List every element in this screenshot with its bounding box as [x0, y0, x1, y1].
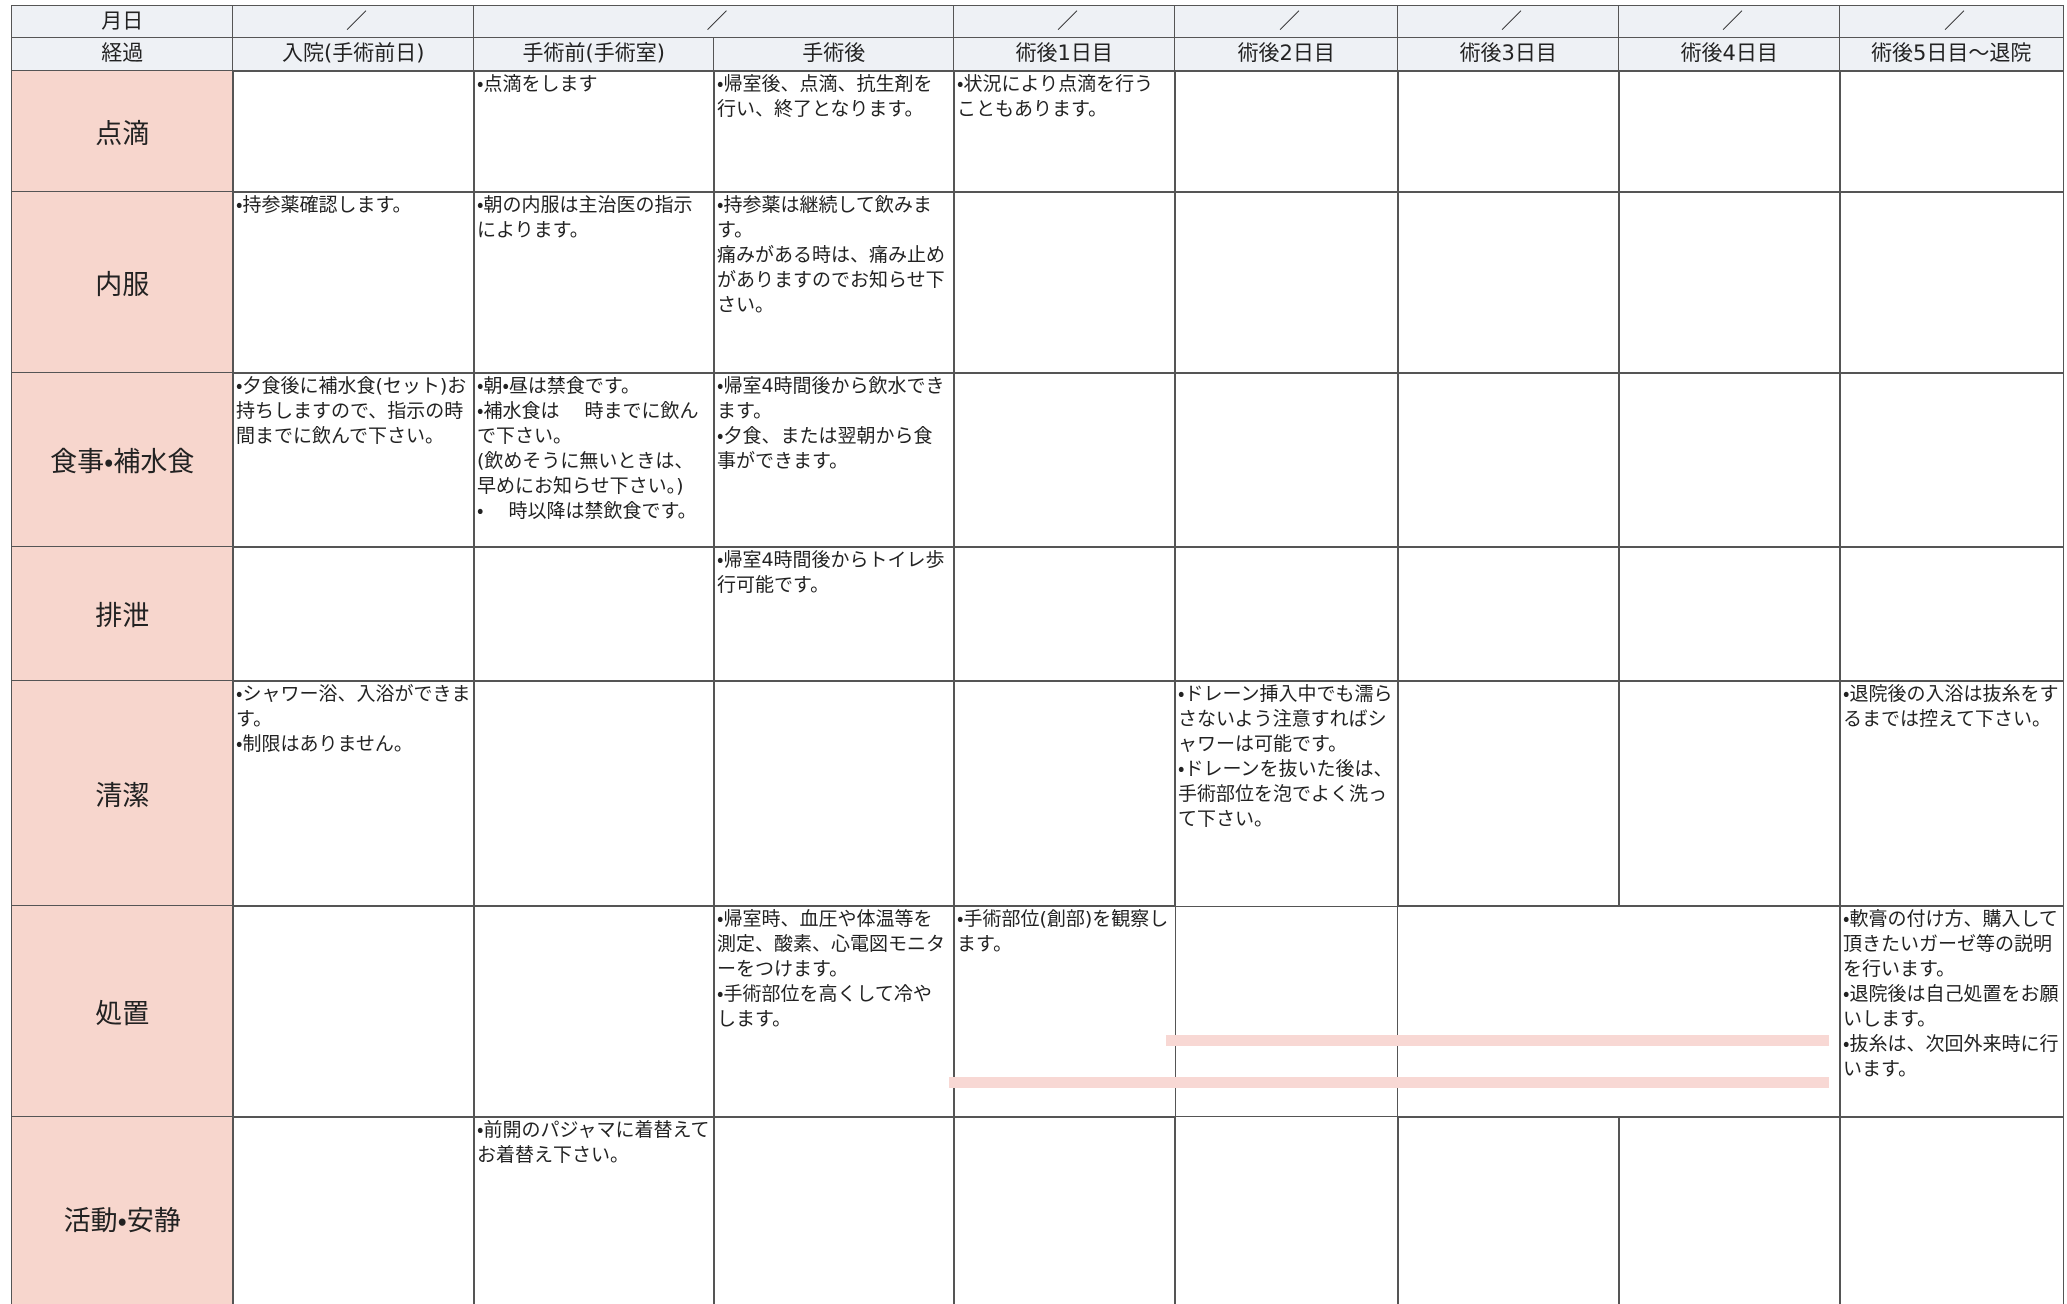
- date-cell: ／: [1618, 5, 1841, 39]
- column-header: 術後5日目～退院: [1839, 37, 2064, 72]
- cell: ・帰室時、血圧や体温等を測定、酸素、心電図モニターをつけます。 ・手術部位を高く…: [713, 905, 955, 1118]
- cell: [1397, 191, 1620, 374]
- cell: [473, 546, 715, 682]
- cell: [1397, 546, 1620, 682]
- cell: [232, 546, 475, 682]
- date-cell: ／: [473, 5, 955, 39]
- cell: [1618, 680, 1841, 907]
- cell: [713, 680, 955, 907]
- period-arrow: [1166, 1035, 1829, 1046]
- cell: ・朝の内服は主治医の指示によります。: [473, 191, 715, 374]
- column-header: 術後2日目: [1174, 37, 1399, 72]
- row-label: 活動・安静: [11, 1116, 234, 1304]
- column-header: 手術前(手術室): [473, 37, 715, 72]
- cell: [1397, 680, 1620, 907]
- cell: [713, 1116, 955, 1304]
- cell: ・軟膏の付け方、購入して頂きたいガーゼ等の説明を行います。 ・退院後は自己処置を…: [1839, 905, 2064, 1118]
- cell: [953, 680, 1176, 907]
- cell: [953, 372, 1176, 548]
- cell: [1618, 546, 1841, 682]
- cell: [1839, 191, 2064, 374]
- cell: [953, 191, 1176, 374]
- column-header: 入院(手術前日): [232, 37, 475, 72]
- cell: ・朝・昼は禁食です。 ・補水食は 時までに飲んで下さい。 (飲めそうに無いときは…: [473, 372, 715, 548]
- cell: [1618, 1116, 1841, 1304]
- cell: [1839, 1116, 2064, 1304]
- cell: ・点滴をします: [473, 70, 715, 193]
- cell: ・夕食後に補水食(セット)お持ちしますので、指示の時間までに飲んで下さい。: [232, 372, 475, 548]
- cell: [473, 680, 715, 907]
- cell: [1174, 546, 1399, 682]
- cell: [1397, 372, 1620, 548]
- cell: ・ドレーン挿入中でも濡らさないよう注意すればシャワーは可能です。 ・ドレーンを抜…: [1174, 680, 1399, 907]
- column-header: 術後3日目: [1397, 37, 1620, 72]
- cell: [1174, 70, 1399, 193]
- cell: [1397, 70, 1620, 193]
- row-label: 食事・補水食: [11, 372, 234, 548]
- cell: [1839, 546, 2064, 682]
- row-label: 処置: [11, 905, 234, 1118]
- cell: [1397, 1116, 1620, 1304]
- cell: ・状況により点滴を行うこともあります。: [953, 70, 1176, 193]
- cell: [232, 1116, 475, 1304]
- date-cell: ／: [232, 5, 475, 39]
- cell: [232, 70, 475, 193]
- cell: ・持参薬は継続して飲みます。 痛みがある時は、痛み止めがありますのでお知らせ下さ…: [713, 191, 955, 374]
- date-cell: ／: [1174, 5, 1399, 39]
- row-label: 清潔: [11, 680, 234, 907]
- period-arrow: [949, 1077, 1829, 1088]
- cell: [1174, 1116, 1399, 1304]
- cell: ・持参薬確認します。: [232, 191, 475, 374]
- cell: ・手術部位(創部)を観察します。: [953, 905, 1176, 1118]
- row-label: 排泄: [11, 546, 234, 682]
- cell: [1839, 372, 2064, 548]
- cell: ・前開のパジャマに着替えてお着替え下さい。: [473, 1116, 715, 1304]
- cell: [953, 1116, 1176, 1304]
- cell: [1618, 70, 1841, 193]
- date-label: 月日: [11, 5, 234, 39]
- cell: [1174, 191, 1399, 374]
- date-cell: ／: [1397, 5, 1620, 39]
- row-label: 点滴: [11, 70, 234, 193]
- cell: ・帰室4時間後からトイレ歩行可能です。: [713, 546, 955, 682]
- cell: [1618, 372, 1841, 548]
- cell: ・帰室後、点滴、抗生剤を行い、終了となります。: [713, 70, 955, 193]
- progress-label: 経過: [11, 37, 234, 72]
- column-header: 手術後: [713, 37, 955, 72]
- cell: ・帰室4時間後から飲水できます。 ・夕食、または翌朝から食事ができます。: [713, 372, 955, 548]
- date-cell: ／: [953, 5, 1176, 39]
- cell: [232, 905, 475, 1118]
- cell: [473, 905, 715, 1118]
- column-header: 術後1日目: [953, 37, 1176, 72]
- cell: [1174, 372, 1399, 548]
- column-header: 術後4日目: [1618, 37, 1841, 72]
- cell: ・シャワー浴、入浴ができます。 ・制限はありません。: [232, 680, 475, 907]
- date-cell: ／: [1839, 5, 2064, 39]
- cell: [1618, 191, 1841, 374]
- cell: [953, 546, 1176, 682]
- cell: [1839, 70, 2064, 193]
- row-label: 内服: [11, 191, 234, 374]
- cell: ・退院後の入浴は抜糸をするまでは控えて下さい。: [1839, 680, 2064, 907]
